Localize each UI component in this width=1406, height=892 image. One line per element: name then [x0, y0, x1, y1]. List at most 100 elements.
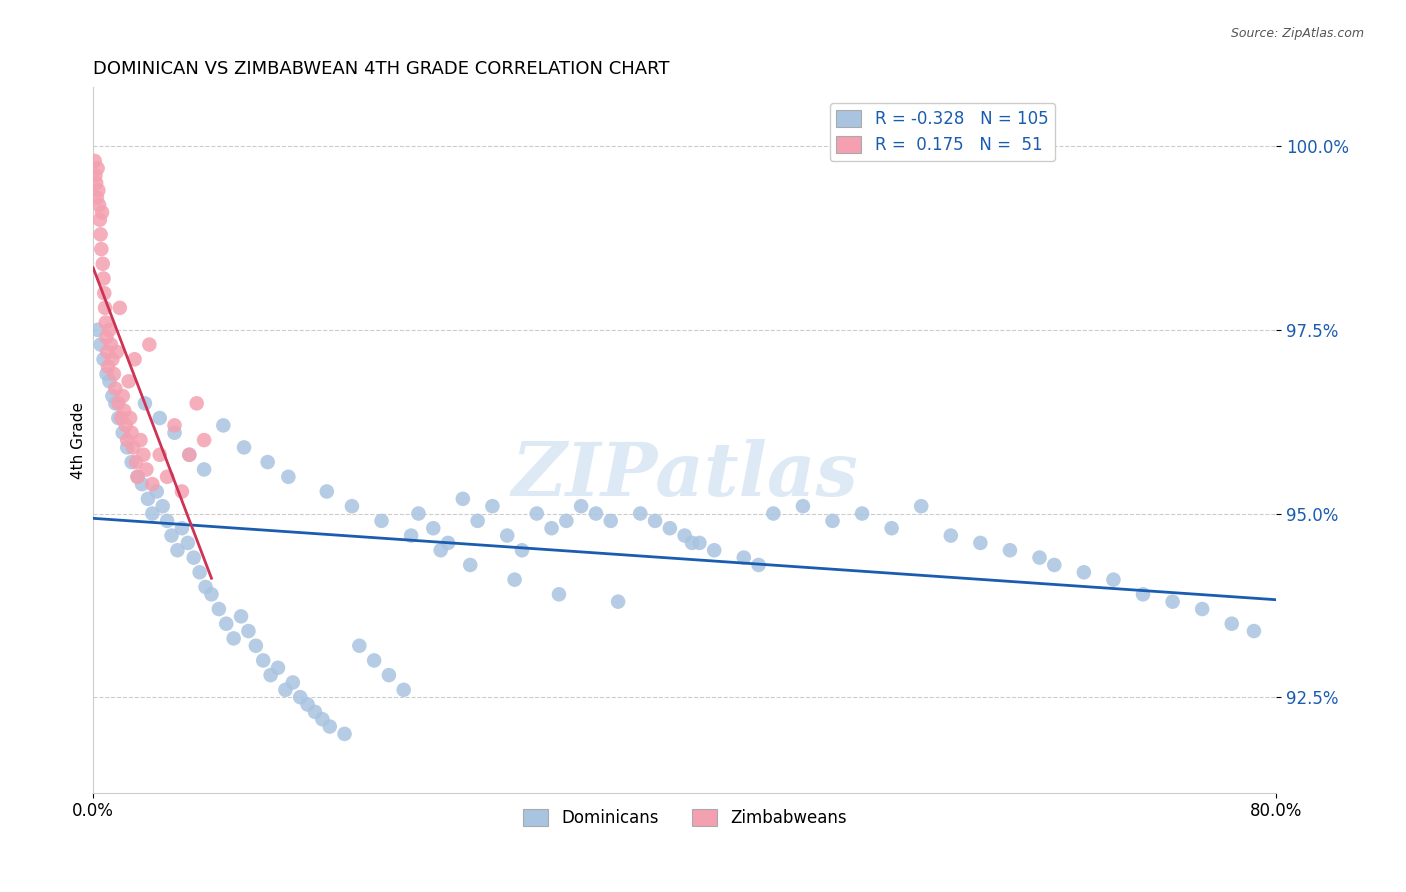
Point — [100, 337, 122, 351]
Point — [96, 345, 118, 359]
Point — [607, 595, 630, 609]
Point — [212, 418, 235, 433]
Point — [141, 507, 163, 521]
Point — [703, 543, 725, 558]
Point — [259, 668, 281, 682]
Point — [319, 720, 342, 734]
Point — [118, 374, 141, 388]
Point — [628, 507, 651, 521]
Point — [1132, 587, 1154, 601]
Point — [481, 499, 503, 513]
Point — [101, 352, 124, 367]
Point — [585, 507, 607, 521]
Point — [136, 491, 159, 506]
Point — [134, 396, 156, 410]
Point — [252, 653, 274, 667]
Point — [399, 528, 422, 542]
Point — [256, 455, 278, 469]
Point — [104, 382, 127, 396]
Point — [132, 448, 155, 462]
Point — [188, 566, 211, 580]
Point — [370, 514, 392, 528]
Point — [349, 639, 371, 653]
Point — [304, 705, 326, 719]
Point — [510, 543, 533, 558]
Point — [103, 367, 125, 381]
Point — [177, 536, 200, 550]
Point — [87, 183, 110, 197]
Point — [333, 727, 356, 741]
Point — [149, 448, 172, 462]
Point — [163, 425, 186, 440]
Point — [91, 257, 114, 271]
Point — [429, 543, 451, 558]
Point — [526, 507, 548, 521]
Point — [93, 352, 115, 367]
Point — [93, 271, 115, 285]
Point — [408, 507, 430, 521]
Point — [94, 316, 117, 330]
Text: DOMINICAN VS ZIMBABWEAN 4TH GRADE CORRELATION CHART: DOMINICAN VS ZIMBABWEAN 4TH GRADE CORREL… — [93, 60, 669, 78]
Point — [104, 396, 127, 410]
Point — [129, 433, 152, 447]
Point — [821, 514, 844, 528]
Point — [122, 441, 145, 455]
Point — [681, 536, 703, 550]
Point — [245, 639, 267, 653]
Point — [222, 632, 245, 646]
Point — [111, 389, 134, 403]
Point — [297, 698, 319, 712]
Point — [548, 587, 571, 601]
Point — [792, 499, 814, 513]
Point — [107, 396, 129, 410]
Point — [97, 359, 120, 374]
Point — [392, 682, 415, 697]
Point — [688, 536, 710, 550]
Point — [135, 462, 157, 476]
Point — [94, 301, 117, 315]
Point — [98, 323, 121, 337]
Point — [86, 323, 108, 337]
Point — [149, 411, 172, 425]
Text: Source: ZipAtlas.com: Source: ZipAtlas.com — [1230, 27, 1364, 40]
Point — [110, 411, 132, 425]
Point — [1043, 558, 1066, 572]
Point — [1191, 602, 1213, 616]
Point — [86, 191, 108, 205]
Point — [115, 433, 138, 447]
Point — [170, 484, 193, 499]
Point — [107, 411, 129, 425]
Point — [125, 455, 148, 469]
Point — [555, 514, 578, 528]
Point — [315, 484, 337, 499]
Point — [141, 477, 163, 491]
Point — [121, 425, 143, 440]
Point — [673, 528, 696, 542]
Point — [1028, 550, 1050, 565]
Point — [363, 653, 385, 667]
Point — [145, 484, 167, 499]
Point — [108, 301, 131, 315]
Point — [208, 602, 231, 616]
Point — [422, 521, 444, 535]
Point — [851, 507, 873, 521]
Point — [229, 609, 252, 624]
Point — [969, 536, 991, 550]
Point — [186, 396, 208, 410]
Point — [83, 153, 105, 168]
Point — [111, 425, 134, 440]
Point — [179, 448, 201, 462]
Point — [179, 448, 201, 462]
Point — [1073, 566, 1095, 580]
Point — [156, 514, 179, 528]
Point — [467, 514, 489, 528]
Point — [138, 337, 160, 351]
Point — [215, 616, 238, 631]
Point — [233, 441, 256, 455]
Point — [170, 521, 193, 535]
Point — [87, 198, 110, 212]
Point — [194, 580, 217, 594]
Point — [93, 286, 115, 301]
Point — [1102, 573, 1125, 587]
Point — [127, 470, 149, 484]
